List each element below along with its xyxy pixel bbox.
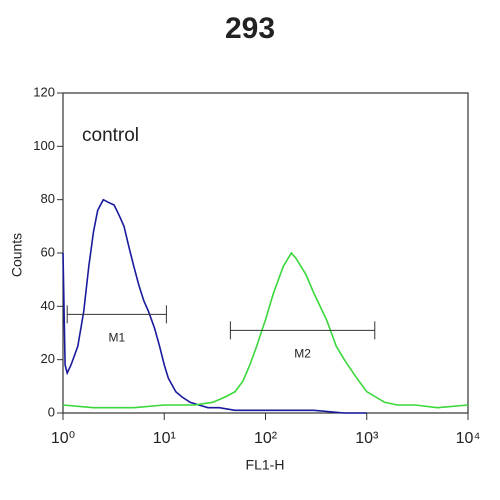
- y-tick-label: 80: [41, 191, 55, 206]
- series-label: control: [82, 125, 139, 146]
- x-tick-label: 10¹: [153, 430, 176, 447]
- y-tick-label: 120: [33, 84, 55, 99]
- chart-title: 293: [225, 12, 275, 45]
- x-tick-label: 10³: [355, 430, 379, 447]
- gate-label: M1: [108, 331, 125, 345]
- y-tick-label: 20: [41, 351, 55, 366]
- x-tick-label: 10⁴: [456, 430, 481, 447]
- y-axis-label: Counts: [9, 233, 25, 277]
- histogram-line: [62, 198, 367, 414]
- y-tick-label: 0: [48, 404, 55, 419]
- gate-label: M2: [294, 347, 311, 361]
- x-axis-label: FL1-H: [246, 457, 285, 473]
- x-tick-label: 10²: [254, 430, 278, 447]
- histogram-line: [62, 251, 469, 409]
- x-tick-label: 10⁰: [51, 430, 75, 447]
- y-tick-label: 100: [33, 138, 55, 153]
- y-tick-label: 40: [41, 298, 55, 313]
- y-tick-label: 60: [41, 244, 55, 259]
